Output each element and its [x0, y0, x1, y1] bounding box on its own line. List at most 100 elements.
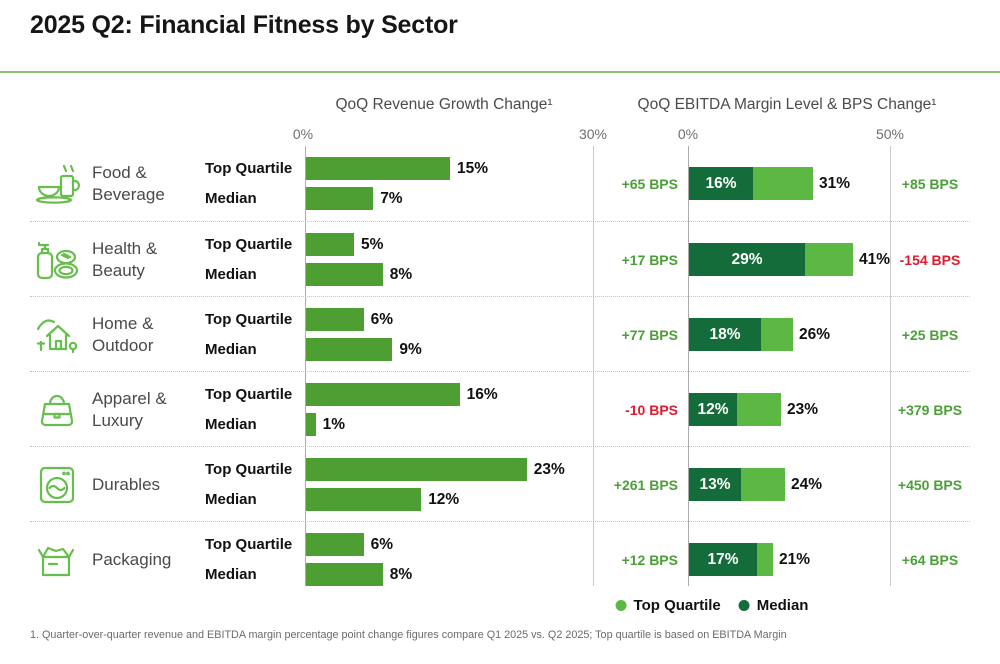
ebitda-top-quartile-value: 31%: [819, 175, 851, 192]
food-beverage-icon: [32, 159, 82, 209]
top-quartile-row-label: Top Quartile: [205, 311, 293, 328]
top-quartile-row-label: Top Quartile: [205, 536, 293, 553]
title-divider: [0, 71, 1000, 73]
sector-row-apparel-luxury: Apparel & Luxury Top Quartile Median 16%…: [30, 371, 970, 446]
revenue-median-value: 7%: [380, 190, 403, 207]
home-outdoor-icon: [32, 310, 82, 360]
bps-change-right: -154 BPS: [899, 251, 961, 268]
ebitda-median-bar: [689, 243, 805, 276]
revenue-top-quartile-value: 16%: [466, 386, 498, 403]
ebitda-median-value: 16%: [705, 175, 737, 192]
sector-row-food-beverage: Food & Beverage Top Quartile Median 15% …: [30, 146, 970, 221]
revenue-median-bar: [306, 338, 393, 361]
legend-item-median: Median: [738, 597, 809, 614]
top-quartile-row-label: Top Quartile: [205, 236, 293, 253]
top-quartile-row-label: Top Quartile: [205, 386, 293, 403]
bps-change-left: +261 BPS: [613, 476, 678, 493]
ebitda-top-quartile-value: 26%: [799, 326, 831, 343]
bps-change-left: +12 BPS: [621, 551, 678, 568]
ebitda-panel-title: QoQ EBITDA Margin Level & BPS Change¹: [637, 96, 937, 113]
ebitda-zero-axis-line: [688, 146, 689, 586]
top-quartile-row-label: Top Quartile: [205, 160, 293, 177]
median-row-label: Median: [205, 341, 257, 358]
bps-change-right: +379 BPS: [897, 401, 963, 418]
ebitda-median-bar: [689, 393, 737, 426]
ebitda-top-quartile-value: 23%: [787, 401, 819, 418]
ebitda-axis-min-label: 0%: [677, 126, 699, 142]
sector-row-health-beauty: Health & Beauty Top Quartile Median 5% 8…: [30, 221, 970, 296]
ebitda-median-bar: [689, 318, 761, 351]
revenue-median-bar: [306, 488, 422, 511]
sector-row-home-outdoor: Home & Outdoor Top Quartile Median 6% 9%…: [30, 296, 970, 371]
revenue-median-value: 1%: [322, 416, 345, 433]
median-row-label: Median: [205, 190, 257, 207]
bps-change-left: -10 BPS: [625, 401, 678, 418]
revenue-top-quartile-value: 15%: [457, 160, 489, 177]
legend-label: Median: [756, 597, 809, 614]
revenue-top-quartile-value: 5%: [361, 236, 384, 253]
revenue-median-bar: [306, 187, 374, 210]
median-row-label: Median: [205, 266, 257, 283]
ebitda-top-quartile-value: 24%: [791, 476, 823, 493]
revenue-top-quartile-bar: [306, 308, 364, 331]
packaging-icon: [32, 535, 82, 585]
median-dot-icon: [738, 600, 750, 611]
revenue-top-quartile-bar: [306, 533, 364, 556]
durables-icon: [32, 460, 82, 510]
footnote: 1. Quarter-over-quarter revenue and EBIT…: [30, 629, 787, 641]
legend-label: Top Quartile: [633, 597, 721, 614]
sector-row-packaging: Packaging Top Quartile Median 6% 8% +12 …: [30, 521, 970, 596]
revenue-top-quartile-bar: [306, 458, 527, 481]
sector-name: Apparel & Luxury: [92, 388, 167, 430]
legend: Top Quartile Median: [615, 597, 809, 614]
ebitda-median-bar: [689, 543, 757, 576]
revenue-median-bar: [306, 413, 316, 436]
revenue-top-quartile-value: 6%: [370, 311, 393, 328]
sector-name: Durables: [92, 474, 161, 494]
sector-name: Packaging: [92, 549, 172, 569]
median-row-label: Median: [205, 416, 257, 433]
sector-name: Health & Beauty: [92, 238, 158, 280]
bps-change-left: +17 BPS: [621, 251, 678, 268]
revenue-median-bar: [306, 563, 383, 586]
bps-change-right: +85 BPS: [901, 175, 959, 192]
revenue-median-value: 8%: [389, 566, 413, 583]
ebitda-median-value: 12%: [697, 401, 729, 418]
ebitda-median-value: 17%: [707, 551, 739, 568]
sector-name: Home & Outdoor: [92, 313, 154, 355]
ebitda-median-bar: [689, 468, 741, 501]
ebitda-top-quartile-value: 21%: [779, 551, 811, 568]
ebitda-top-quartile-value: 41%: [859, 251, 891, 268]
ebitda-median-bar: [689, 167, 753, 200]
ebitda-max-gridline: [890, 146, 891, 586]
page-title: 2025 Q2: Financial Fitness by Sector: [30, 11, 458, 39]
bps-change-right: +25 BPS: [901, 326, 959, 343]
top-quartile-row-label: Top Quartile: [205, 461, 293, 478]
apparel-luxury-icon: [32, 385, 82, 435]
bps-change-left: +77 BPS: [621, 326, 678, 343]
legend-item-top-quartile: Top Quartile: [615, 597, 721, 614]
revenue-panel-title: QoQ Revenue Growth Change¹: [335, 96, 553, 113]
revenue-axis-max-label: 30%: [578, 126, 608, 142]
health-beauty-icon: [32, 235, 82, 285]
bps-change-left: +65 BPS: [621, 175, 678, 192]
revenue-top-quartile-value: 23%: [533, 461, 565, 478]
revenue-zero-axis-line: [305, 146, 306, 586]
revenue-median-value: 8%: [389, 266, 413, 283]
revenue-top-quartile-bar: [306, 383, 460, 406]
sector-row-durables: Durables Top Quartile Median 23% 12% +26…: [30, 446, 970, 521]
revenue-top-quartile-bar: [306, 157, 450, 180]
ebitda-axis-max-label: 50%: [875, 126, 905, 142]
median-row-label: Median: [205, 566, 257, 583]
revenue-median-value: 12%: [428, 491, 460, 508]
ebitda-median-value: 29%: [731, 251, 763, 268]
revenue-median-value: 9%: [399, 341, 422, 358]
bps-change-right: +64 BPS: [901, 551, 959, 568]
revenue-axis-min-label: 0%: [292, 126, 314, 142]
bps-change-right: +450 BPS: [897, 476, 963, 493]
sector-rows: Food & Beverage Top Quartile Median 15% …: [30, 146, 970, 596]
median-row-label: Median: [205, 491, 257, 508]
sector-name: Food & Beverage: [92, 162, 165, 204]
ebitda-median-value: 18%: [709, 326, 741, 343]
